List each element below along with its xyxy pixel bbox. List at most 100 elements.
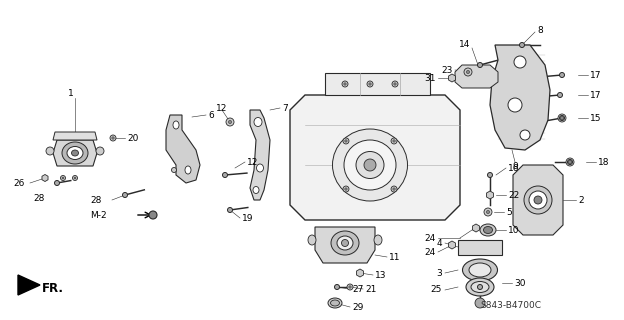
Text: 13: 13	[375, 270, 386, 279]
Text: FR.: FR.	[42, 282, 64, 294]
Text: 1: 1	[68, 89, 74, 98]
Text: 26: 26	[13, 179, 24, 188]
Ellipse shape	[331, 231, 359, 255]
Ellipse shape	[369, 83, 371, 85]
Text: S843-B4700C: S843-B4700C	[480, 300, 541, 309]
Ellipse shape	[328, 298, 342, 308]
Polygon shape	[449, 74, 456, 82]
Text: 31: 31	[424, 74, 436, 83]
Ellipse shape	[464, 68, 472, 76]
Text: 9: 9	[512, 162, 518, 171]
Text: 20: 20	[127, 133, 139, 142]
Ellipse shape	[223, 172, 228, 178]
Text: 8: 8	[537, 26, 543, 35]
Polygon shape	[315, 227, 375, 263]
Text: 17: 17	[590, 70, 602, 79]
Polygon shape	[53, 140, 97, 166]
Text: 16: 16	[508, 164, 520, 172]
Text: 21: 21	[365, 284, 376, 293]
Ellipse shape	[393, 140, 395, 142]
Text: 7: 7	[282, 103, 288, 113]
Ellipse shape	[46, 147, 54, 155]
Ellipse shape	[529, 191, 547, 209]
Ellipse shape	[226, 118, 234, 126]
Ellipse shape	[557, 92, 562, 98]
Ellipse shape	[344, 140, 396, 190]
Ellipse shape	[484, 208, 492, 216]
Ellipse shape	[256, 164, 263, 172]
Polygon shape	[513, 165, 563, 235]
Text: 5: 5	[506, 207, 512, 217]
Ellipse shape	[394, 83, 396, 85]
Ellipse shape	[514, 56, 526, 68]
Ellipse shape	[487, 172, 492, 178]
Text: 15: 15	[590, 114, 602, 123]
Ellipse shape	[469, 263, 491, 277]
Ellipse shape	[567, 159, 572, 164]
Ellipse shape	[149, 211, 157, 219]
Text: 18: 18	[598, 157, 610, 166]
Text: 12: 12	[247, 157, 258, 166]
Ellipse shape	[471, 282, 489, 292]
Ellipse shape	[228, 120, 232, 124]
Ellipse shape	[96, 147, 104, 155]
Polygon shape	[42, 174, 48, 181]
Polygon shape	[449, 241, 456, 249]
Ellipse shape	[534, 196, 542, 204]
Ellipse shape	[254, 117, 262, 126]
Polygon shape	[166, 115, 200, 183]
Ellipse shape	[566, 158, 574, 166]
Ellipse shape	[308, 235, 316, 245]
Ellipse shape	[112, 137, 114, 139]
Ellipse shape	[172, 167, 177, 172]
Ellipse shape	[185, 166, 191, 174]
Text: 11: 11	[389, 252, 401, 261]
Polygon shape	[356, 269, 363, 277]
Text: 28: 28	[33, 194, 44, 203]
Text: 29: 29	[352, 302, 363, 311]
Polygon shape	[458, 240, 502, 255]
Ellipse shape	[62, 142, 88, 164]
Polygon shape	[487, 191, 494, 199]
Text: M-2: M-2	[90, 211, 107, 220]
Ellipse shape	[466, 70, 470, 74]
Text: 2: 2	[578, 196, 583, 204]
Ellipse shape	[480, 224, 496, 236]
Polygon shape	[490, 45, 550, 150]
Ellipse shape	[349, 286, 351, 288]
Ellipse shape	[462, 259, 497, 281]
Ellipse shape	[54, 180, 59, 186]
Polygon shape	[455, 65, 498, 88]
Ellipse shape	[341, 239, 348, 246]
Ellipse shape	[391, 186, 397, 192]
Ellipse shape	[347, 284, 353, 290]
Text: 3: 3	[436, 268, 442, 277]
Ellipse shape	[391, 138, 397, 144]
Text: 28: 28	[90, 196, 101, 204]
Polygon shape	[18, 275, 40, 295]
Ellipse shape	[508, 98, 522, 112]
Ellipse shape	[524, 186, 552, 214]
Ellipse shape	[484, 227, 492, 234]
Polygon shape	[472, 224, 479, 232]
Ellipse shape	[331, 300, 339, 306]
Text: 14: 14	[459, 39, 470, 49]
Ellipse shape	[356, 151, 384, 179]
Text: 10: 10	[508, 226, 520, 235]
Text: 6: 6	[208, 110, 214, 119]
Ellipse shape	[393, 188, 395, 190]
Ellipse shape	[344, 140, 347, 142]
Ellipse shape	[333, 129, 407, 201]
Ellipse shape	[466, 278, 494, 296]
Ellipse shape	[475, 298, 485, 308]
Ellipse shape	[344, 83, 346, 85]
Ellipse shape	[560, 116, 563, 120]
Ellipse shape	[558, 114, 566, 122]
Ellipse shape	[560, 73, 565, 77]
Text: 24: 24	[425, 234, 436, 243]
Ellipse shape	[343, 186, 349, 192]
Ellipse shape	[74, 177, 76, 179]
Ellipse shape	[342, 81, 348, 87]
Ellipse shape	[367, 81, 373, 87]
Ellipse shape	[62, 177, 64, 179]
